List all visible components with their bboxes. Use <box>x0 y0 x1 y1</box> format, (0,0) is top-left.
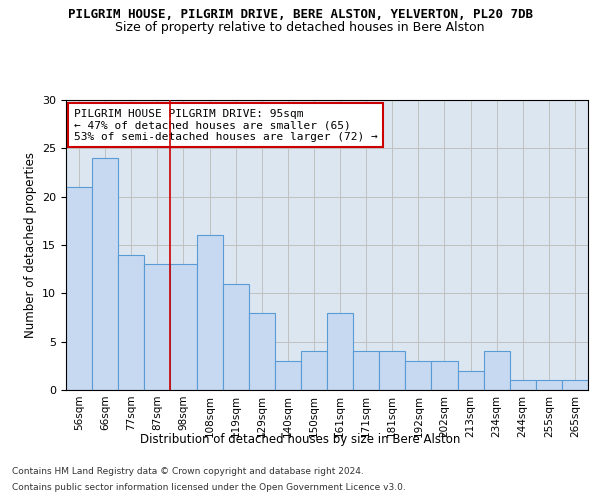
Text: Size of property relative to detached houses in Bere Alston: Size of property relative to detached ho… <box>115 22 485 35</box>
Bar <box>145 264 170 390</box>
Bar <box>66 187 92 390</box>
Bar <box>353 352 379 390</box>
Y-axis label: Number of detached properties: Number of detached properties <box>23 152 37 338</box>
Bar <box>562 380 588 390</box>
Bar <box>536 380 562 390</box>
Bar <box>379 352 406 390</box>
Bar <box>197 236 223 390</box>
Bar <box>170 264 197 390</box>
Bar <box>406 361 431 390</box>
Text: Distribution of detached houses by size in Bere Alston: Distribution of detached houses by size … <box>140 432 460 446</box>
Text: PILGRIM HOUSE PILGRIM DRIVE: 95sqm
← 47% of detached houses are smaller (65)
53%: PILGRIM HOUSE PILGRIM DRIVE: 95sqm ← 47%… <box>74 108 377 142</box>
Bar <box>431 361 458 390</box>
Bar <box>275 361 301 390</box>
Bar <box>223 284 249 390</box>
Bar <box>92 158 118 390</box>
Bar <box>484 352 510 390</box>
Bar <box>301 352 327 390</box>
Text: PILGRIM HOUSE, PILGRIM DRIVE, BERE ALSTON, YELVERTON, PL20 7DB: PILGRIM HOUSE, PILGRIM DRIVE, BERE ALSTO… <box>67 8 533 20</box>
Text: Contains public sector information licensed under the Open Government Licence v3: Contains public sector information licen… <box>12 482 406 492</box>
Text: Contains HM Land Registry data © Crown copyright and database right 2024.: Contains HM Land Registry data © Crown c… <box>12 468 364 476</box>
Bar <box>458 370 484 390</box>
Bar <box>249 312 275 390</box>
Bar <box>327 312 353 390</box>
Bar <box>118 254 145 390</box>
Bar <box>510 380 536 390</box>
